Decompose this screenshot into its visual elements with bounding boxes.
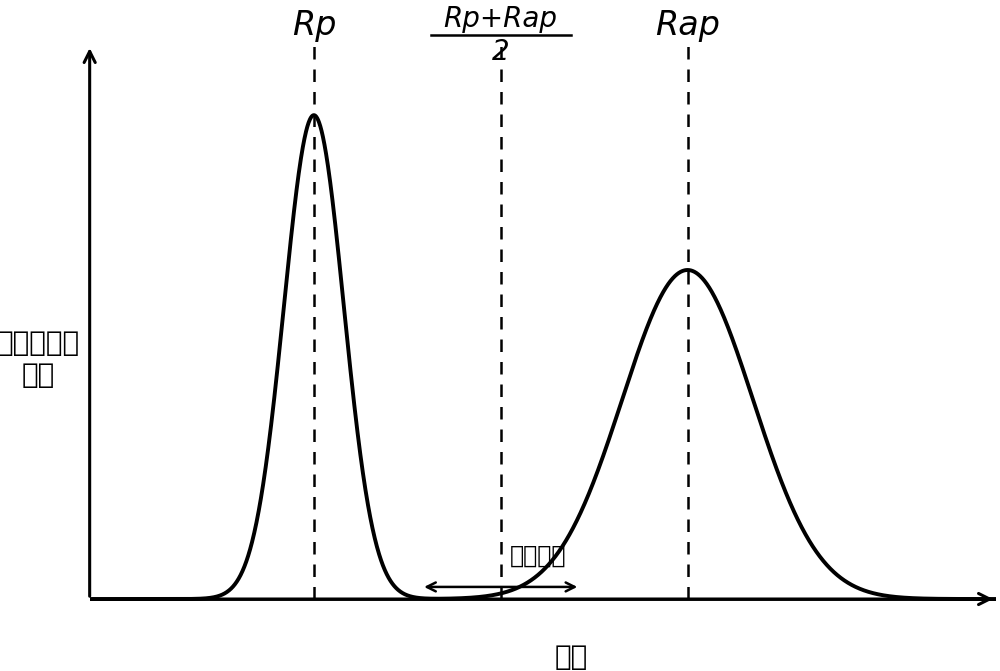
Text: Rp: Rp (292, 9, 336, 42)
Text: Rp+Rap: Rp+Rap (444, 5, 558, 33)
Text: Rap: Rap (655, 9, 720, 42)
Text: 2: 2 (492, 38, 510, 66)
Text: 参照范围: 参照范围 (510, 544, 567, 568)
Text: 磁性隙道结
数量: 磁性隙道结 数量 (0, 329, 80, 389)
Text: 电阵: 电阵 (554, 643, 587, 670)
